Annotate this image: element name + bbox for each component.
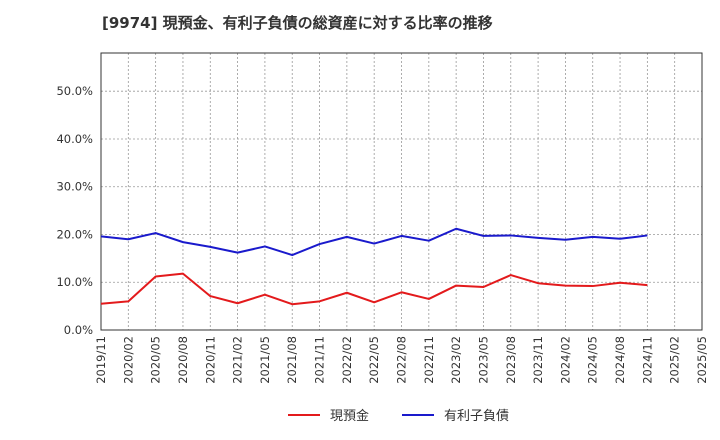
x-tick-label: 2021/08 <box>285 336 299 384</box>
y-tick-label: 50.0% <box>56 84 93 98</box>
x-tick-label: 2023/08 <box>504 336 518 384</box>
y-tick-label: 0.0% <box>64 323 93 337</box>
y-tick-label: 10.0% <box>56 275 93 289</box>
x-tick-label: 2022/11 <box>422 336 436 384</box>
x-tick-label: 2022/05 <box>367 336 381 384</box>
legend-label: 有利子負債 <box>444 409 509 424</box>
y-tick-label: 40.0% <box>56 132 93 146</box>
x-tick-label: 2022/02 <box>340 336 354 384</box>
legend: 現預金 有利子負債 <box>288 408 509 424</box>
x-tick-label: 2021/02 <box>231 336 245 384</box>
x-tick-label: 2025/02 <box>668 336 682 384</box>
y-tick-label: 30.0% <box>56 180 93 194</box>
x-tick-label: 2024/02 <box>558 336 572 384</box>
series-lines <box>100 227 648 306</box>
x-axis: 2019/11 2020/02 2020/05 2020/08 2020/11 2021/… <box>94 336 709 384</box>
x-tick-label: 2020/11 <box>203 336 217 384</box>
x-tick-label: 2022/08 <box>395 336 409 384</box>
x-tick-label: 2025/05 <box>695 336 709 384</box>
y-axis: 0.0% 10.0% 20.0% 30.0% 40.0% 50.0% <box>56 84 93 337</box>
x-tick-label: 2024/08 <box>613 336 627 384</box>
x-tick-label: 2021/05 <box>258 336 272 384</box>
series-line-現預金 <box>100 272 648 306</box>
x-tick-label: 2024/11 <box>640 336 654 384</box>
x-tick-label: 2023/11 <box>531 336 545 384</box>
y-tick-label: 20.0% <box>56 227 93 241</box>
x-tick-label: 2019/11 <box>94 336 108 384</box>
x-tick-label: 2024/05 <box>586 336 600 384</box>
legend-label: 現預金 <box>330 408 369 424</box>
series-line-有利子負債 <box>100 227 648 257</box>
x-tick-label: 2023/05 <box>476 336 490 384</box>
plot-frame <box>100 52 703 331</box>
x-tick-label: 2020/05 <box>149 336 163 384</box>
x-tick-label: 2020/02 <box>121 336 135 384</box>
x-tick-label: 2021/11 <box>313 336 327 384</box>
x-tick-label: 2023/02 <box>449 336 463 384</box>
chart-title: [9974] 現預金、有利子負債の総資産に対する比率の推移 <box>102 14 493 32</box>
gridlines <box>101 53 702 330</box>
x-tick-label: 2020/08 <box>176 336 190 384</box>
